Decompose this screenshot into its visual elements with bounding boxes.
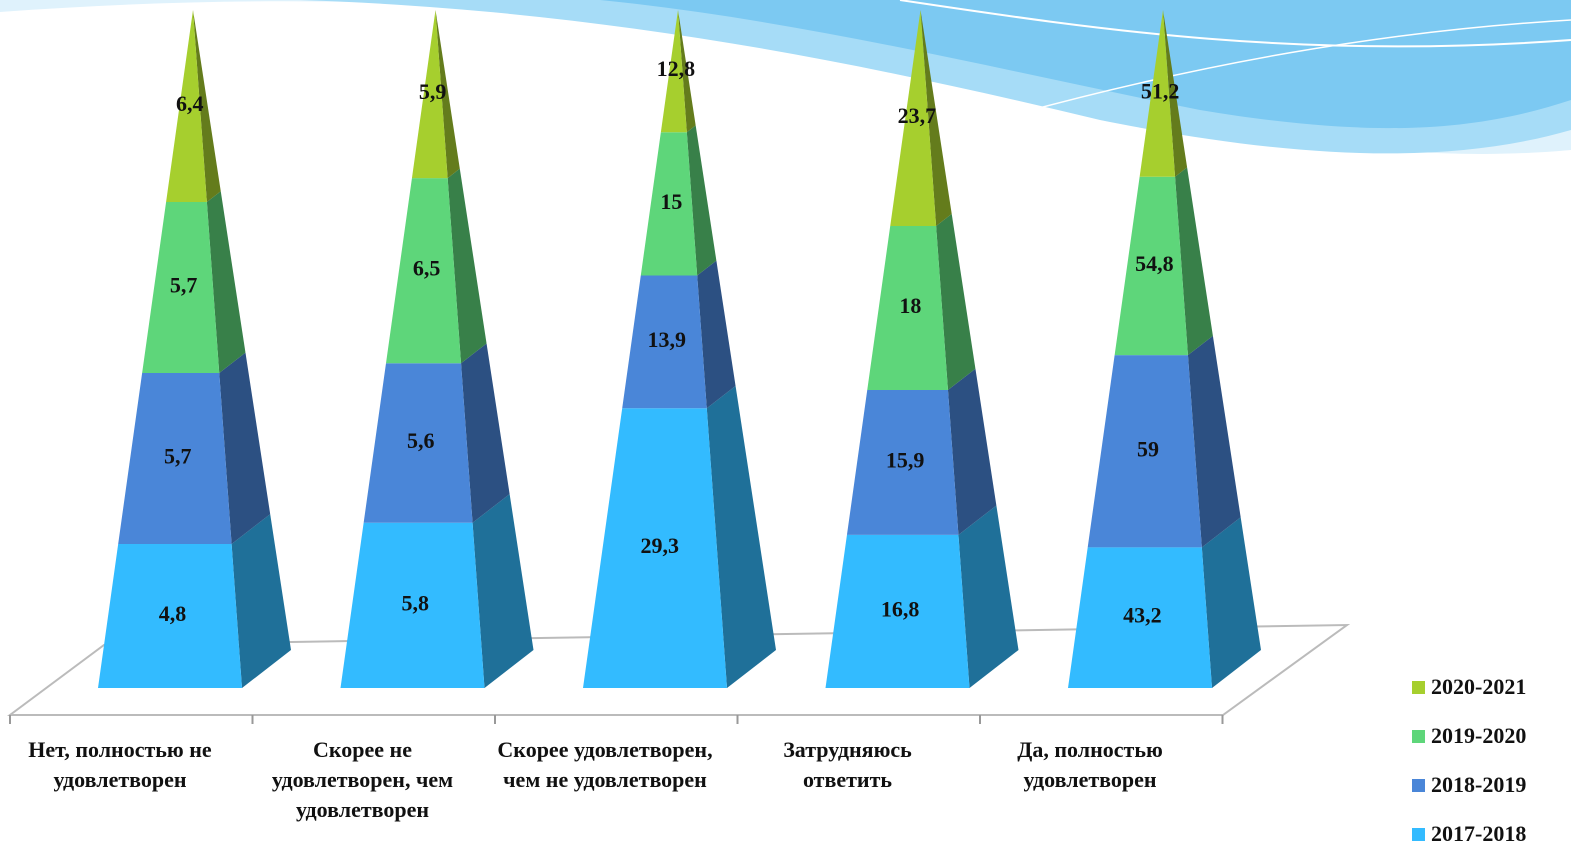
data-label: 54,8: [1135, 251, 1174, 276]
pyramid-segment: [363, 363, 473, 523]
pyramid-segment-side: [958, 505, 1019, 688]
data-label: 5,6: [407, 428, 435, 453]
data-label: 29,3: [640, 533, 679, 558]
background-decoration: [0, 0, 1571, 154]
data-label: 18: [899, 293, 921, 318]
pyramid-segment: [340, 522, 485, 688]
data-label: 6,4: [176, 91, 204, 116]
pyramid-segment: [660, 10, 687, 133]
pyramid-segment-side: [706, 385, 776, 688]
data-label: 23,7: [898, 103, 937, 128]
x-tick-label: Скорее удовлетворен, чем не удовлетворен: [497, 737, 713, 792]
pyramid-segment: [622, 275, 707, 409]
pyramid-segment: [583, 408, 727, 688]
pyramid-segment: [118, 373, 232, 544]
legend-item: 2019-2020: [1412, 723, 1526, 749]
data-label: 12,8: [657, 56, 696, 81]
pyramid-segment: [142, 202, 220, 373]
pyramid-segment: [166, 10, 207, 202]
pyramid-segment-side: [1175, 167, 1213, 356]
x-tick-label: Нет, полностью не удовлетворен: [28, 737, 212, 792]
pyramid-segment-side: [461, 343, 510, 523]
pyramid-segment: [867, 225, 948, 391]
x-tick-label: Затрудняюсь ответить: [783, 737, 912, 792]
legend-swatch: [1412, 827, 1425, 841]
pyramid-segment: [640, 132, 698, 276]
pyramid-segment: [846, 390, 959, 535]
x-tick-label: Скорее не удовлетворен, чем удовлетворен: [271, 737, 454, 822]
legend-label: 2017-2018: [1431, 821, 1527, 846]
pyramid-segment-side: [678, 10, 696, 133]
pyramid-segment-side: [447, 168, 487, 364]
data-label: 13,9: [647, 327, 686, 352]
pyramid-segment: [825, 534, 970, 688]
pyramid-segment-side: [231, 514, 291, 688]
data-label: 4,8: [159, 601, 187, 626]
pyramid-segment-side: [947, 368, 997, 535]
data-label: 5,8: [402, 590, 430, 615]
data-label: 15,9: [886, 448, 925, 473]
data-label: 5,9: [419, 79, 447, 104]
legend-label: 2019-2020: [1431, 723, 1527, 748]
pyramid-segment: [1114, 176, 1188, 356]
pyramid-segment-side: [936, 213, 976, 391]
legend-item: 2017-2018: [1412, 821, 1526, 847]
pyramid-segment: [1139, 10, 1176, 177]
legend-swatch: [1412, 778, 1425, 792]
pyramid-segment: [890, 10, 937, 226]
data-label: 51,2: [1141, 78, 1180, 103]
pyramid-segment: [1087, 355, 1202, 548]
data-label: 5,7: [170, 273, 198, 298]
legend-swatch: [1412, 680, 1425, 694]
data-label: 15: [660, 189, 682, 214]
data-label: 43,2: [1123, 603, 1162, 628]
pyramid-segment-side: [472, 494, 534, 688]
x-tick-label: Да, полностью удовлетворен: [1017, 737, 1163, 792]
legend-label: 2018-2019: [1431, 772, 1527, 797]
legend-item: 2018-2019: [1412, 772, 1526, 798]
pyramid-segment-side: [435, 10, 460, 179]
pyramid-segment-side: [1187, 335, 1241, 548]
pyramid-segment: [98, 544, 242, 688]
data-label: 6,5: [413, 256, 441, 281]
legend-label: 2020-2021: [1431, 674, 1527, 699]
pyramid-segment-side: [1201, 517, 1261, 688]
pyramid-segment: [386, 178, 462, 364]
pyramid-segment-side: [206, 191, 246, 373]
pyramid-segment-side: [920, 10, 952, 226]
pyramid-segment: [1068, 547, 1212, 688]
data-label: 59: [1137, 436, 1159, 461]
pyramid-segment: [411, 10, 448, 179]
legend-item: 2020-2021: [1412, 674, 1526, 700]
pyramid-segment-side: [686, 125, 717, 276]
pyramid-segment-side: [1163, 10, 1188, 177]
data-label: 5,7: [164, 444, 192, 469]
data-label: 16,8: [881, 596, 920, 621]
pyramid-segment-side: [697, 260, 736, 409]
pyramid-segment-side: [219, 352, 271, 544]
legend-swatch: [1412, 729, 1425, 743]
pyramid-segment-side: [193, 10, 221, 202]
